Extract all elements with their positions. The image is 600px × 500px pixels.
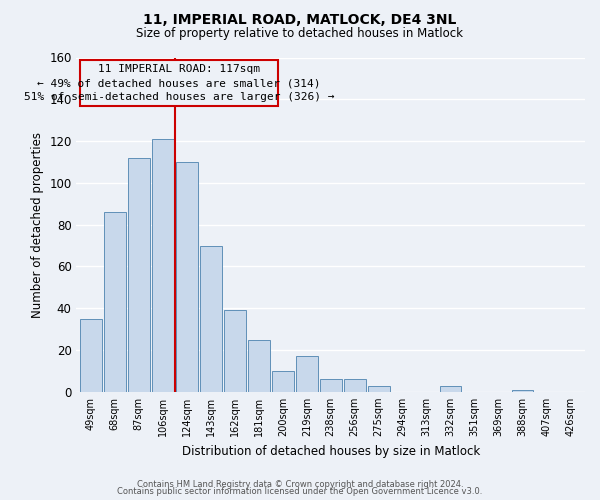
Text: ← 49% of detached houses are smaller (314): ← 49% of detached houses are smaller (31…	[37, 78, 321, 88]
Bar	[512, 390, 533, 392]
Bar	[368, 386, 389, 392]
Bar	[248, 340, 269, 392]
Text: 11 IMPERIAL ROAD: 117sqm: 11 IMPERIAL ROAD: 117sqm	[98, 64, 260, 74]
Bar	[440, 386, 461, 392]
Bar	[320, 380, 341, 392]
Bar	[104, 212, 125, 392]
Text: 51% of semi-detached houses are larger (326) →: 51% of semi-detached houses are larger (…	[24, 92, 334, 102]
Text: Size of property relative to detached houses in Matlock: Size of property relative to detached ho…	[137, 28, 464, 40]
Bar	[344, 380, 365, 392]
Bar	[272, 371, 293, 392]
Bar	[80, 318, 101, 392]
Bar	[128, 158, 149, 392]
Bar	[224, 310, 245, 392]
Text: 11, IMPERIAL ROAD, MATLOCK, DE4 3NL: 11, IMPERIAL ROAD, MATLOCK, DE4 3NL	[143, 12, 457, 26]
Text: Contains HM Land Registry data © Crown copyright and database right 2024.: Contains HM Land Registry data © Crown c…	[137, 480, 463, 489]
FancyBboxPatch shape	[80, 60, 278, 106]
Bar	[176, 162, 197, 392]
Text: Contains public sector information licensed under the Open Government Licence v3: Contains public sector information licen…	[118, 487, 482, 496]
X-axis label: Distribution of detached houses by size in Matlock: Distribution of detached houses by size …	[182, 444, 480, 458]
Bar	[200, 246, 221, 392]
Y-axis label: Number of detached properties: Number of detached properties	[31, 132, 44, 318]
Bar	[296, 356, 317, 392]
Bar	[152, 139, 173, 392]
